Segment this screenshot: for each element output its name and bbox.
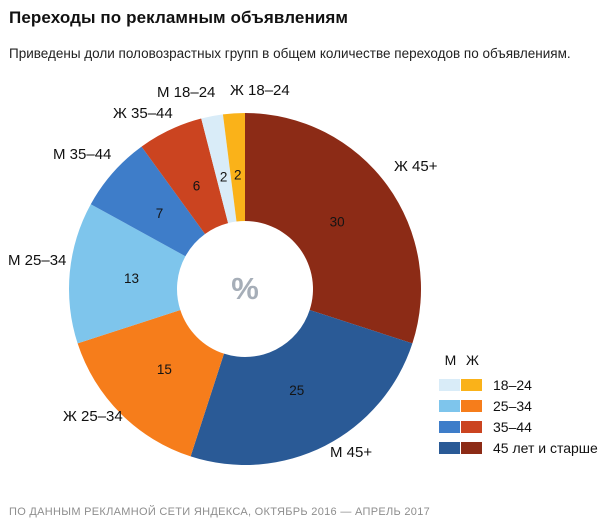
segment-label: Ж 25–34	[63, 408, 123, 425]
segment-value: 2	[220, 170, 228, 185]
pie-segment-7	[222, 113, 245, 222]
legend-row-label: 35–44	[493, 418, 532, 435]
legend-swatch-female	[461, 420, 482, 433]
segment-value: 2	[234, 168, 242, 183]
pie-segment-3	[68, 204, 186, 344]
legend-rows: 18–24 25–34 35–44 45 лет и старше	[439, 374, 598, 458]
legend-swatch-male	[439, 441, 460, 454]
legend-header: М Ж	[439, 352, 598, 368]
pie-segment-5	[141, 118, 229, 234]
legend-col-female: Ж	[466, 352, 479, 368]
data-source-note: ПО ДАННЫМ РЕКЛАМНОЙ СЕТИ ЯНДЕКСА, ОКТЯБР…	[9, 506, 431, 518]
page-title: Переходы по рекламным объявлениям	[9, 8, 349, 27]
segment-value: 15	[157, 362, 172, 377]
segment-value: 7	[156, 206, 164, 221]
segment-label: М 25–34	[8, 252, 67, 269]
segment-label: Ж 18–24	[230, 82, 290, 99]
legend-row-label: 25–34	[493, 397, 532, 414]
pie-segment-2	[77, 310, 224, 457]
legend-row-label: 45 лет и старше	[493, 439, 598, 456]
legend-row-2: 35–44	[439, 416, 598, 437]
legend-swatch-female	[461, 378, 482, 391]
segment-value: 6	[193, 178, 201, 193]
legend-row-3: 45 лет и старше	[439, 437, 598, 458]
legend-row-0: 18–24	[439, 374, 598, 395]
segment-label: М 18–24	[157, 84, 216, 101]
legend-swatch-male	[439, 399, 460, 412]
legend-swatch-male	[439, 420, 460, 433]
segment-label: М 45+	[330, 444, 373, 461]
chart-legend: М Ж 18–24 25–34 35–44 45 лет и старше	[439, 352, 598, 458]
pie-segment-6	[201, 114, 237, 224]
segment-label: Ж 35–44	[113, 105, 173, 122]
pie-segment-4	[90, 146, 206, 257]
legend-row-label: 18–24	[493, 376, 532, 393]
segment-value: 25	[289, 383, 304, 398]
legend-row-1: 25–34	[439, 395, 598, 416]
legend-col-male: М	[444, 352, 457, 368]
segment-value: 30	[330, 215, 345, 230]
segment-label: М 35–44	[53, 146, 112, 163]
legend-swatch-male	[439, 378, 460, 391]
pie-segment-1	[190, 310, 413, 466]
segment-value: 13	[124, 271, 139, 286]
page-subtitle: Приведены доли половозрастных групп в об…	[9, 46, 571, 61]
legend-swatch-female	[461, 441, 482, 454]
donut-center-label: %	[231, 271, 259, 306]
pie-segment-0	[245, 113, 422, 344]
legend-swatch-female	[461, 399, 482, 412]
segment-label: Ж 45+	[394, 158, 438, 175]
